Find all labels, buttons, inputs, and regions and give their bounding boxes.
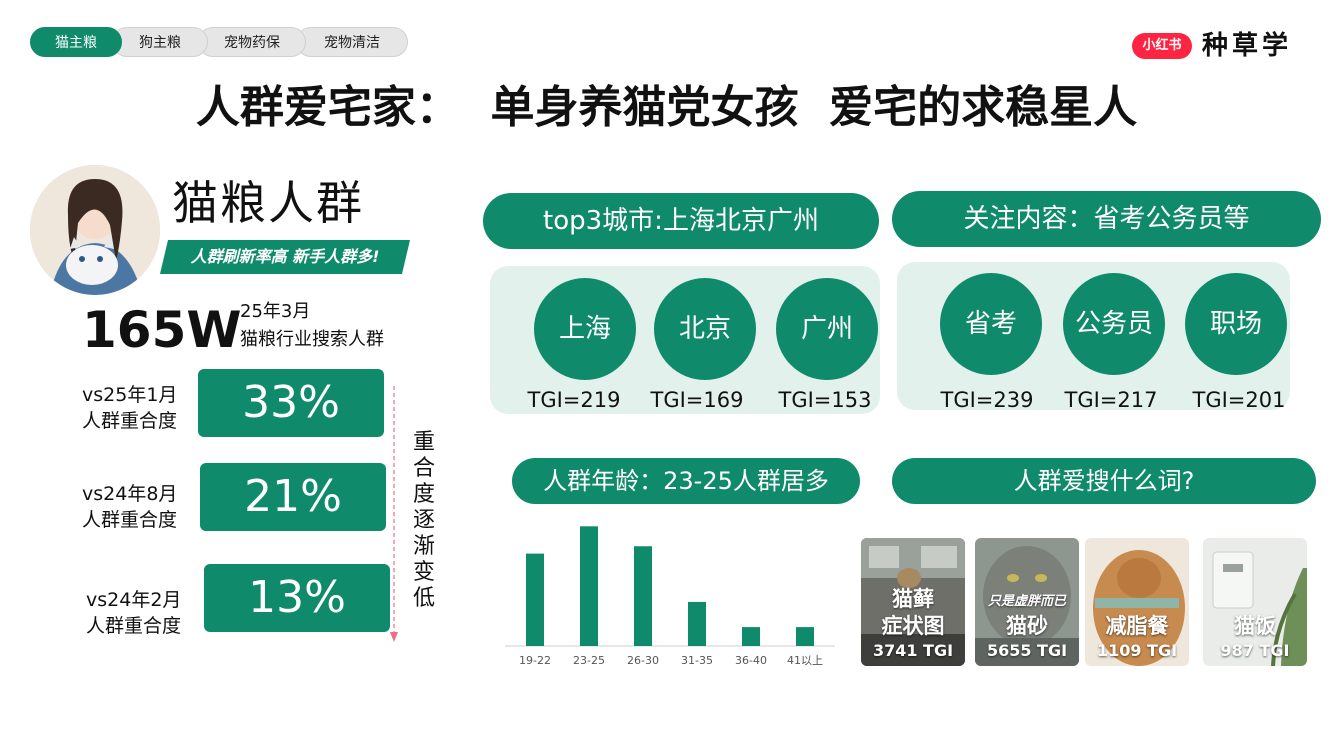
down-arrow-icon (390, 386, 398, 642)
brand-logo: 小红书 种草学 (1132, 30, 1302, 62)
interest-tgi: TGI=239 (940, 388, 1034, 412)
tab-pet-medicine[interactable]: 宠物药保 (198, 27, 306, 57)
persona-avatar (30, 165, 160, 295)
overlap-value-box: 13% (204, 564, 390, 632)
keyword-card: 减脂餐 1109 TGI (1085, 538, 1189, 666)
city-circle: 北京 (654, 278, 756, 380)
search-population-value: 165W (82, 301, 242, 359)
keyword-card: 猫饭 987 TGI (1203, 538, 1307, 666)
grey-cat-photo-icon (975, 538, 1079, 666)
city-circle: 上海 (534, 278, 636, 380)
cities-header: top3城市:上海北京广州 (483, 193, 879, 249)
age-tick-label: 19-22 (519, 654, 551, 667)
overlap-value-box: 33% (198, 369, 384, 437)
stat-caption-date: 25年3月 (240, 301, 311, 322)
keyword-card: 只是虚胖而已 猫砂 5655 TGI (975, 538, 1079, 666)
interest-circle: 职场 (1185, 273, 1287, 375)
age-tick-label: 26-30 (627, 654, 659, 667)
tab-dog-food[interactable]: 狗主粮 (112, 27, 208, 57)
city-tgi: TGI=153 (778, 388, 872, 412)
tab-pet-cleaning[interactable]: 宠物清洁 (296, 27, 408, 57)
city-tgi: TGI=169 (650, 388, 744, 412)
keyword-line2: 减脂餐 (1105, 614, 1169, 638)
page-title: 人群爱宅家： 单身养猫党女孩 爱宅的求稳星人 (195, 82, 1138, 133)
age-tick-label: 31-35 (681, 654, 713, 667)
category-tabs: 猫主粮 狗主粮 宠物药保 宠物清洁 (30, 27, 408, 57)
trend-note: 重合度逐渐变低 (386, 382, 446, 644)
keyword-tgi: 3741 TGI (872, 641, 954, 660)
scale-photo-icon (1203, 538, 1307, 666)
interest-circle: 省考 (940, 273, 1042, 375)
interest-tgi: TGI=201 (1192, 388, 1286, 412)
overlap-desc: 人群重合度 (86, 615, 182, 637)
age-bar (742, 627, 760, 646)
xiaohongshu-badge: 小红书 (1132, 33, 1192, 59)
overlap-period: vs24年2月 (86, 589, 182, 611)
age-bar (526, 553, 544, 646)
overlap-label: vs24年8月 人群重合度 (82, 481, 177, 533)
overlap-period: vs24年8月 (82, 483, 178, 505)
keyword-card: 猫藓 症状图 3741 TGI (861, 538, 965, 666)
age-tick-label: 36-40 (735, 654, 767, 667)
orange-cat-photo-icon (1085, 538, 1189, 666)
age-bar (580, 526, 598, 646)
keyword-tgi: 987 TGI (1220, 641, 1290, 660)
interest-tgi: TGI=217 (1064, 388, 1158, 412)
overlap-label: vs25年1月 人群重合度 (82, 382, 177, 434)
overlap-value-box: 21% (200, 463, 386, 531)
keyword-line2: 症状图 (881, 614, 945, 638)
keyword-line1: 猫藓 (892, 587, 934, 611)
age-bar (796, 627, 814, 646)
city-tgi: TGI=219 (527, 388, 621, 412)
persona-title: 猫粮人群 (172, 176, 364, 230)
age-tick-label: 23-25 (573, 654, 605, 667)
age-header: 人群年龄：23-25人群居多 (512, 458, 860, 504)
age-tick-label: 41以上 (787, 654, 823, 667)
keyword-tgi: 1109 TGI (1096, 641, 1178, 660)
overlap-desc: 人群重合度 (82, 509, 178, 531)
persona-banner-text: 人群刷新率高 新手人群多! (190, 247, 380, 266)
brand-name: 种草学 (1202, 31, 1293, 61)
keyword-line2: 猫砂 (1006, 614, 1048, 638)
trend-note-text: 重合度逐渐变低 (412, 430, 435, 611)
keyword-line2: 猫饭 (1234, 614, 1276, 638)
age-bar-chart: 19-22 23-25 26-30 31-35 36-40 41以上 (505, 526, 835, 667)
keyword-stamp: 只是虚胖而已 (987, 594, 1066, 609)
car-cat-photo-icon (861, 538, 965, 666)
overlap-period: vs25年1月 (82, 384, 178, 406)
interest-circle: 公务员 (1063, 273, 1165, 375)
age-bar (688, 601, 706, 646)
banner-shape-icon (160, 240, 410, 274)
interests-header: 关注内容：省考公务员等 (892, 191, 1321, 247)
keyword-tgi: 5655 TGI (986, 641, 1068, 660)
city-circle: 广州 (776, 278, 878, 380)
overlap-desc: 人群重合度 (82, 410, 178, 432)
persona-banner: 人群刷新率高 新手人群多! (160, 240, 410, 274)
search-header: 人群爱搜什么词? (892, 458, 1316, 504)
overlap-label: vs24年2月 人群重合度 (86, 587, 181, 639)
age-bar (634, 546, 652, 646)
tab-cat-food[interactable]: 猫主粮 (30, 27, 122, 57)
stat-caption-desc: 猫粮行业搜索人群 (240, 329, 384, 350)
avatar-photo-icon (30, 165, 160, 295)
